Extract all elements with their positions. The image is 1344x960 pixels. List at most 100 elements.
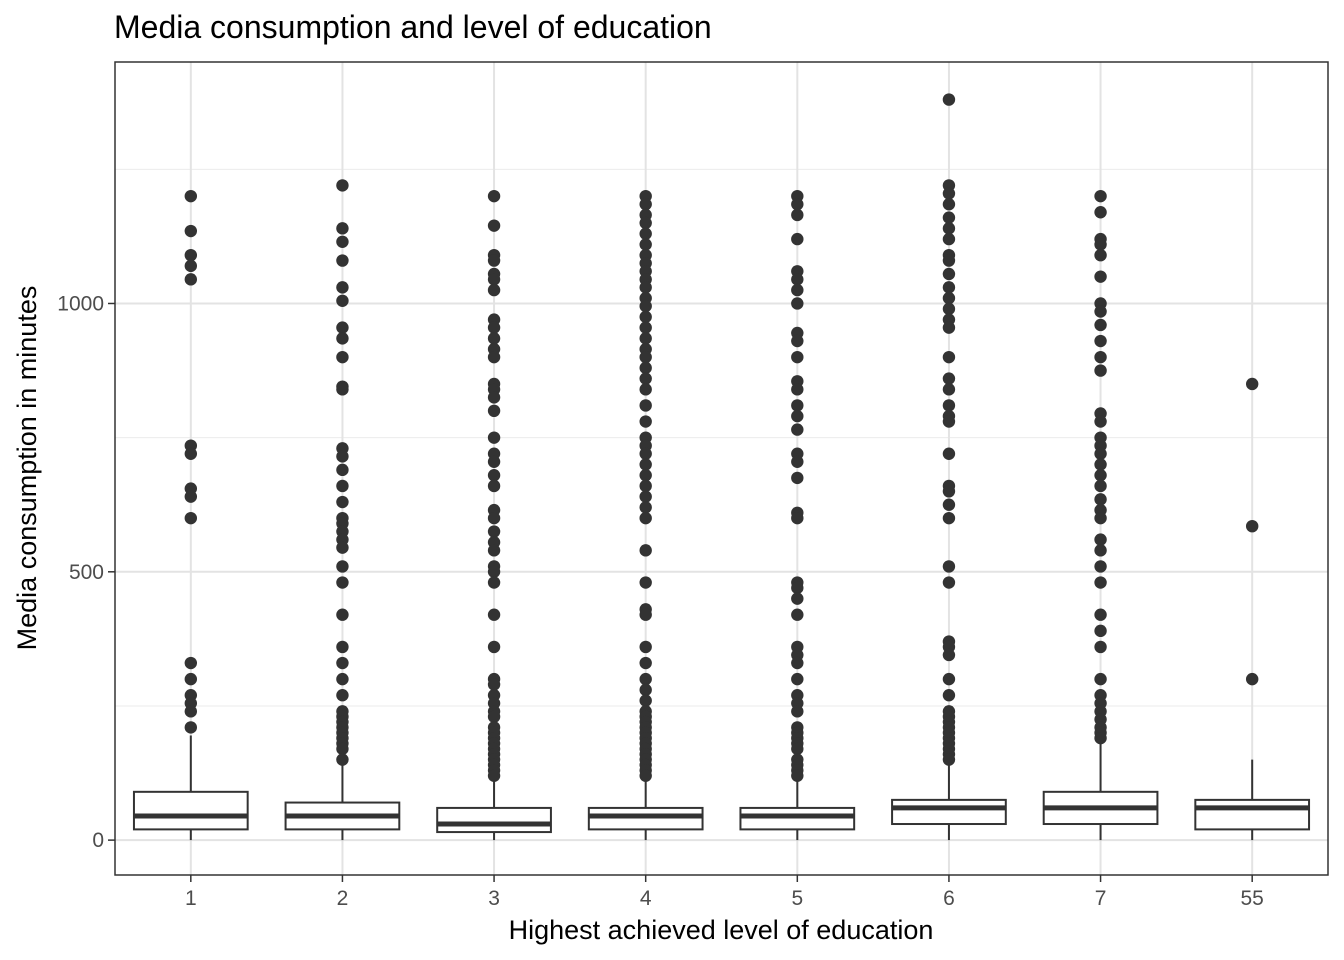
outlier-point [639,769,652,782]
outlier-point [487,576,501,589]
outlier-point [791,350,804,364]
outlier-point [942,93,956,106]
outlier-point [791,399,804,412]
outlier-point [336,479,349,493]
outlier-point [791,423,804,436]
outlier-point [336,576,349,589]
outlier-point [1094,493,1107,506]
outlier-point [184,672,198,686]
outlier-point [1094,560,1107,573]
outlier-point [487,332,501,345]
outlier-point [336,222,349,235]
outlier-point [336,753,349,766]
outlier-point [942,399,956,412]
outlier-point [1094,270,1107,283]
outlier-point [1094,576,1107,589]
outlier-point [942,281,956,294]
chart-title: Media consumption and level of education [114,9,712,45]
outlier-point [639,198,652,211]
outlier-point [487,608,501,621]
outlier-point [1094,238,1107,251]
outlier-point [639,372,652,385]
outlier-point [942,511,956,525]
outlier-point [184,511,198,525]
outlier-point [639,216,652,230]
outlier-point [487,431,501,444]
x-tick-label: 2 [337,887,349,910]
outlier-point [639,608,652,621]
outlier-point [336,350,349,364]
outlier-point [184,273,198,286]
boxes [132,93,1311,841]
box-group-3 [436,189,552,841]
outlier-point [791,232,804,246]
outlier-point [184,189,198,203]
outlier-point [791,334,804,348]
outlier-point [336,742,349,756]
outlier-point [336,560,349,573]
box-group-2 [284,179,401,841]
outlier-point [942,222,956,235]
outlier-point [487,273,501,286]
x-tick-label: 6 [943,887,955,910]
outlier-point [942,383,956,396]
outlier-point [942,198,956,211]
outlier-point [639,694,652,707]
outlier-point [1094,206,1107,219]
outlier-point [487,640,501,654]
outlier-point [487,525,501,538]
outlier-point [942,648,956,662]
outlier-point [1094,533,1107,546]
outlier-point [791,409,804,423]
outlier-point [1094,731,1107,745]
outlier-point [1094,350,1107,364]
outlier-point [942,447,956,460]
outlier-point [1245,672,1259,686]
outlier-point [1094,447,1107,460]
y-tick-label: 500 [69,561,104,584]
box [132,790,249,831]
outlier-point [639,415,652,428]
outlier-point [336,608,349,621]
outlier-point [942,753,956,766]
x-tick-label: 5 [791,887,803,910]
outlier-point [184,224,198,238]
outlier-point [1094,458,1107,471]
outlier-point [336,640,349,654]
outlier-point [639,399,652,412]
outlier-point [184,248,198,262]
outlier-point [942,291,956,305]
panel-border [114,61,1329,876]
outlier-point [942,187,956,200]
outlier-point [487,769,501,782]
outlier-point [639,501,652,514]
box [436,806,552,834]
outlier-point [942,232,956,246]
outlier-point [336,495,349,509]
outlier-point [942,498,956,511]
outlier-point [942,689,956,702]
outlier-point [791,705,804,718]
outlier-point [639,656,652,670]
box-group-6 [891,93,1007,841]
outlier-point [942,350,956,364]
outlier-point [1094,479,1107,493]
outlier-point [487,565,501,579]
outlier-point [942,672,956,686]
outlier-point [487,404,501,418]
outlier-point [336,672,349,686]
outlier-point [336,294,349,308]
outlier-point [639,469,652,482]
outlier-point [487,544,501,557]
outlier-point [1094,334,1107,348]
outlier-point [942,576,956,589]
y-axis: 0 500 1000 [57,292,115,852]
x-tick-label: 4 [640,887,652,910]
outlier-point [791,383,804,396]
outlier-point [791,608,804,621]
outlier-point [639,350,652,364]
outlier-point [791,198,804,211]
outlier-point [1094,469,1107,482]
outlier-point [639,576,652,589]
